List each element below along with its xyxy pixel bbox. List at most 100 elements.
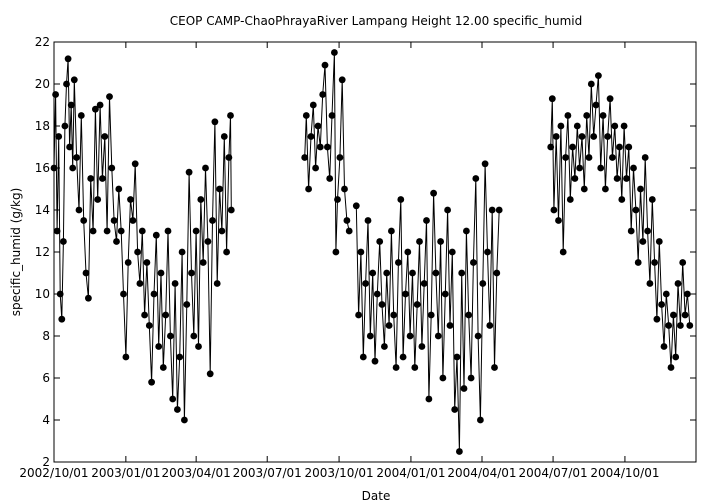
x-tick-label: 2003/10/01: [304, 466, 373, 480]
data-point: [169, 395, 177, 403]
data-point: [338, 76, 346, 84]
data-point: [573, 122, 581, 130]
data-point: [56, 290, 64, 298]
data-point: [474, 332, 482, 340]
data-point: [491, 364, 498, 371]
chart-title: CEOP CAMP-ChaoPhrayaRiver Lampang Height…: [170, 14, 582, 28]
x-tick-label: 2002/10/01: [19, 466, 88, 480]
data-point: [590, 133, 598, 140]
data-point: [82, 269, 90, 277]
data-point: [395, 259, 402, 266]
data-point: [587, 80, 595, 88]
data-point: [162, 311, 170, 319]
data-point: [159, 364, 167, 371]
data-point: [206, 370, 214, 378]
data-point: [620, 122, 628, 130]
data-point: [185, 168, 193, 176]
x-tick-label: 2004/04/01: [447, 466, 516, 480]
data-point: [70, 76, 78, 84]
data-point: [634, 259, 642, 266]
data-point: [113, 238, 120, 245]
data-point: [225, 154, 233, 161]
data-point: [616, 143, 623, 151]
data-point: [651, 259, 658, 266]
data-point: [341, 185, 348, 193]
data-point: [124, 259, 132, 266]
data-point: [613, 175, 621, 182]
data-point: [199, 259, 207, 266]
data-point: [223, 248, 231, 256]
data-point: [355, 311, 362, 319]
data-point: [630, 164, 637, 172]
x-tick-label: 2003/04/01: [162, 466, 231, 480]
data-point: [444, 206, 451, 214]
data-point: [571, 175, 579, 182]
data-point: [641, 154, 649, 161]
y-tick-label: 10: [35, 287, 50, 301]
data-point: [578, 133, 586, 140]
data-point: [644, 227, 651, 235]
data-point: [77, 112, 85, 119]
data-point: [646, 280, 654, 287]
data-point: [66, 143, 73, 151]
data-point: [623, 175, 630, 182]
data-point: [108, 164, 116, 172]
data-point: [181, 416, 188, 424]
data-point: [192, 227, 200, 235]
data-point: [451, 406, 459, 413]
data-point: [413, 301, 421, 308]
data-point: [302, 112, 310, 119]
data-point: [555, 217, 562, 224]
data-point: [220, 133, 228, 140]
y-tick-label: 6: [42, 371, 50, 385]
data-point: [557, 122, 565, 130]
data-point: [371, 357, 379, 365]
data-point: [665, 322, 673, 329]
data-point: [437, 238, 444, 245]
data-point: [420, 280, 428, 287]
data-point: [204, 238, 212, 245]
data-point: [120, 290, 127, 298]
data-point: [171, 280, 179, 287]
data-point: [227, 206, 235, 214]
data-point: [677, 322, 684, 329]
data-point: [378, 301, 386, 308]
data-point: [131, 160, 139, 168]
data-point: [604, 133, 612, 140]
data-point: [143, 259, 151, 266]
data-point: [660, 343, 668, 350]
data-point: [385, 322, 393, 329]
data-point: [493, 269, 501, 277]
data-point: [423, 217, 430, 224]
data-point: [465, 311, 473, 319]
data-point: [164, 227, 172, 235]
data-point: [670, 311, 677, 319]
x-tick-label: 2004/01/01: [376, 466, 445, 480]
data-point: [552, 133, 560, 140]
series-line: [355, 163, 500, 452]
data-point: [470, 259, 477, 266]
data-point: [425, 395, 433, 403]
y-tick-label: 22: [35, 35, 50, 49]
data-point: [53, 227, 61, 235]
data-point: [648, 196, 656, 203]
data-point: [495, 206, 503, 214]
data-point: [397, 196, 405, 203]
data-point: [188, 269, 195, 277]
data-point: [89, 227, 97, 235]
data-point: [585, 154, 593, 161]
data-point: [92, 105, 99, 113]
data-point: [390, 311, 398, 319]
data-point: [446, 322, 454, 329]
data-point: [592, 101, 600, 109]
data-point: [216, 185, 224, 193]
data-point: [60, 238, 67, 245]
y-tick-label: 2: [42, 455, 50, 469]
data-point: [434, 332, 442, 340]
series-line: [53, 58, 232, 421]
data-point: [381, 343, 388, 350]
data-point: [87, 175, 95, 182]
data-point: [639, 238, 647, 245]
data-point: [101, 133, 109, 140]
data-point: [448, 248, 456, 256]
